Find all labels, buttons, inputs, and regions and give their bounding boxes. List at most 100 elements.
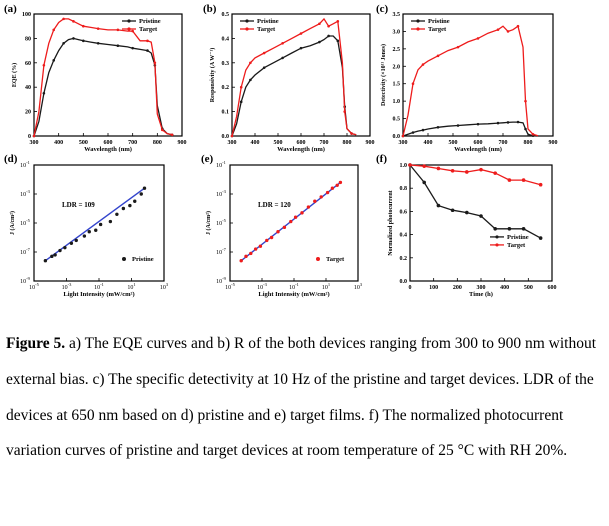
x-axis-label: Time (h) [469, 291, 493, 298]
data-point [82, 234, 87, 238]
data-point [293, 215, 298, 219]
data-point [87, 230, 91, 234]
x-axis-label: Wavelength (nm) [454, 146, 502, 153]
y-tick-label: 2.0 [393, 64, 401, 70]
legend-swatch-marker [416, 27, 420, 31]
series-line-target [409, 164, 541, 186]
data-point [507, 178, 512, 182]
series-line-target [402, 25, 539, 137]
data-point [306, 205, 311, 209]
y-tick-label: 100 [22, 12, 31, 18]
data-point [538, 182, 543, 187]
data-point [265, 238, 269, 243]
data-point [42, 63, 46, 67]
legend-swatch-marker [495, 235, 499, 239]
y-tick-label: 3.5 [393, 12, 401, 18]
y-tick-label: 0.0 [393, 134, 401, 140]
data-point [244, 254, 248, 259]
fit-line [44, 187, 145, 262]
data-point [94, 228, 98, 232]
x-axis-label: Wavelength (nm) [277, 146, 325, 153]
data-point [58, 248, 62, 253]
chart-3: (c) 300 400 500 600 700 800 900 0.0 0.5 1.0 1.5 2.0 2… [376, 3, 558, 153]
y-tick-label: 0.0 [222, 134, 230, 140]
x-axis-label: Wavelength (nm) [84, 146, 132, 153]
y-axis-label: J (A/cm²) [9, 211, 16, 235]
data-point [82, 39, 85, 43]
data-point [43, 259, 48, 263]
series-line-target [231, 17, 357, 137]
data-point [299, 32, 303, 35]
data-point [493, 227, 498, 231]
data-point [249, 78, 252, 82]
data-point [108, 219, 113, 224]
data-point [170, 133, 174, 137]
x-tick-label: 600 [474, 140, 483, 146]
data-point [327, 24, 330, 28]
data-point [74, 238, 78, 243]
y-axis-label: Responsivity (A W⁻¹) [209, 48, 216, 103]
data-point [96, 27, 100, 30]
panel-label: (d) [4, 153, 18, 165]
data-point [325, 190, 330, 195]
legend-label: Target [139, 26, 158, 33]
data-point [338, 180, 343, 185]
ldr-annotation: LDR = 120 [258, 201, 291, 209]
x-axis-label: Light Intensity (mW/cm²) [258, 291, 329, 298]
data-point [521, 227, 526, 231]
y-tick-label: 0.0 [400, 279, 408, 285]
x-tick-label: 700 [499, 140, 508, 146]
x-tick-label: 900 [178, 140, 187, 146]
data-point [350, 132, 353, 135]
x-tick-label: 500 [274, 140, 283, 146]
x-tick-label: 10-3 [257, 282, 267, 291]
y-tick-label: 0.5 [222, 12, 230, 18]
x-tick-label: 400 [251, 140, 260, 146]
data-point [336, 39, 340, 43]
panel-label: (a) [4, 3, 17, 15]
y-tick-label: 10-1 [216, 160, 226, 169]
x-tick-label: 700 [128, 140, 137, 146]
data-point [230, 134, 234, 138]
x-tick-label: 103 [354, 282, 363, 291]
y-tick-label: 0.2 [400, 256, 408, 262]
data-point [289, 219, 293, 224]
data-point [496, 28, 500, 31]
data-point [343, 110, 347, 113]
series-line-target [33, 18, 173, 137]
data-point [239, 100, 243, 104]
data-point [121, 206, 126, 211]
data-point [115, 212, 119, 216]
series-line-pristine [402, 121, 539, 137]
x-tick-label: 500 [524, 285, 533, 291]
data-point [239, 85, 243, 89]
y-tick-label: 0 [28, 134, 31, 140]
x-tick-label: 500 [79, 140, 88, 146]
data-point [146, 49, 149, 52]
y-tick-label: 0.4 [222, 36, 230, 42]
data-point [62, 41, 65, 45]
y-axis-label: Detectivity (×10¹¹ Jones) [380, 44, 387, 106]
data-point [531, 132, 535, 136]
data-point [262, 66, 266, 69]
y-tick-label: 10-9 [20, 276, 30, 285]
y-tick-label: 10-9 [216, 276, 226, 285]
y-axis-label: J (A/cm²) [205, 211, 212, 235]
panel-label: (f) [376, 153, 387, 165]
x-tick-label: 600 [548, 285, 557, 291]
x-tick-label: 900 [366, 140, 375, 146]
y-tick-label: 0.1 [222, 110, 230, 116]
data-point [139, 192, 143, 196]
data-point [450, 169, 455, 173]
plot-frame [402, 13, 554, 137]
data-point [538, 236, 543, 240]
x-tick-label: 10-1 [289, 282, 299, 291]
y-tick-label: 80 [25, 36, 31, 42]
y-tick-label: 10-3 [20, 189, 30, 198]
data-point [299, 46, 303, 50]
data-point [116, 28, 120, 32]
series-line-pristine [409, 164, 541, 239]
data-point [408, 163, 412, 167]
